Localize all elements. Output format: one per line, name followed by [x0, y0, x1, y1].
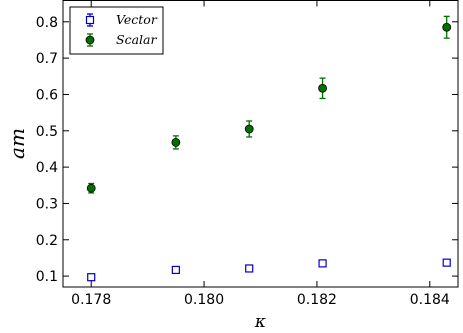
series-scalar: [86, 15, 452, 194]
data-point: [86, 183, 96, 193]
x-axis-label: κ: [254, 312, 266, 332]
legend-label-vector: Vector: [116, 12, 158, 27]
legend: Vector Scalar: [69, 6, 164, 55]
x-tick-label: 0.184: [410, 292, 450, 308]
y-tick-label: 0.4: [36, 160, 58, 176]
plot-frame: [62, 0, 459, 288]
data-point: [245, 264, 254, 273]
y-tick-label: 0.7: [36, 51, 58, 67]
y-axis-label: am: [5, 128, 29, 159]
y-tick-label: 0.1: [36, 269, 58, 285]
y-tick-label: 0.5: [36, 124, 58, 140]
y-tick-label: 0.8: [36, 15, 58, 31]
data-point: [87, 273, 96, 282]
x-tick-label: 0.182: [297, 292, 337, 308]
series-vector: [87, 258, 451, 282]
data-point: [318, 83, 327, 93]
legend-label-scalar: Scalar: [116, 32, 157, 47]
x-tick-label: 0.180: [184, 292, 224, 308]
data-point: [244, 124, 254, 134]
data-point: [171, 265, 180, 275]
y-tick-label: 0.3: [36, 196, 58, 212]
x-tick-label: 0.178: [71, 292, 111, 308]
data-point: [318, 259, 327, 268]
y-tick-label: 0.6: [36, 87, 58, 103]
data-point: [171, 138, 181, 147]
legend-marker: [85, 35, 95, 45]
data-point: [442, 22, 452, 32]
legend-box: [69, 6, 164, 55]
data-point: [442, 258, 451, 267]
y-tick-label: 0.2: [36, 233, 58, 249]
legend-marker: [85, 15, 95, 25]
plot-area: 0.178 0.180 0.182 0.184 0.1 0.2 0.3 0.4 0.5 0.6 0.…: [36, 0, 459, 308]
